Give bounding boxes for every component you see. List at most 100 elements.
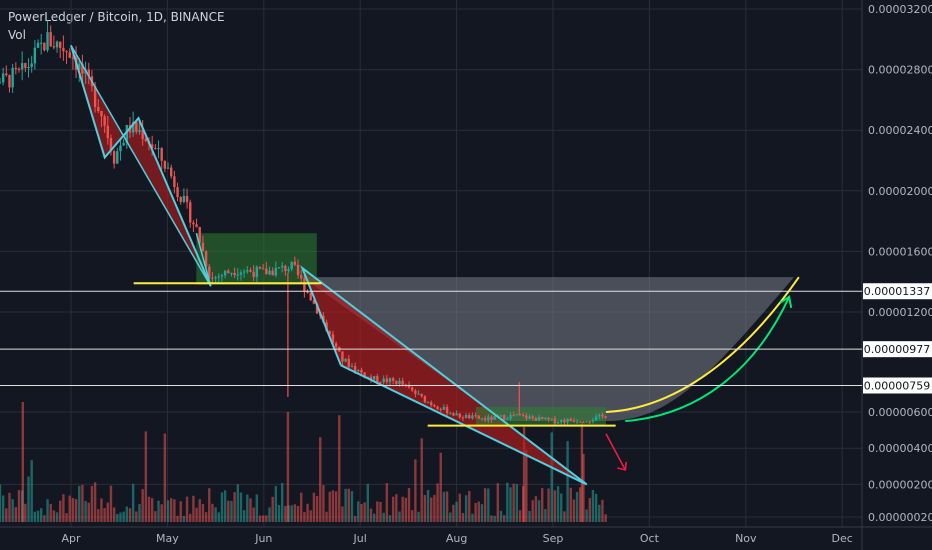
candle-body <box>534 418 538 421</box>
volume-bar <box>150 498 154 522</box>
volume-bar <box>290 505 293 522</box>
volume-bar <box>71 498 75 522</box>
volume-bar <box>30 460 33 522</box>
candle-body <box>59 41 62 48</box>
candle-body <box>411 387 414 391</box>
candle-body <box>515 414 519 416</box>
candle-body <box>68 52 71 58</box>
candle-body <box>103 116 106 126</box>
candle-body <box>176 187 179 197</box>
candle-body <box>274 267 278 276</box>
candle-body <box>423 396 427 403</box>
price-tick-label: 0.00002000 <box>868 185 932 198</box>
volume-bar <box>306 503 309 522</box>
volume-bar <box>480 504 484 522</box>
volume-bar <box>11 499 14 522</box>
candle-body <box>150 144 154 148</box>
candle-body <box>341 351 344 362</box>
time-axis[interactable]: Apr May Jun Jul Aug Sep Oct Nov Dec <box>0 526 932 545</box>
volume-spike-3 <box>580 422 584 522</box>
volume-bar <box>506 482 509 522</box>
candle-body <box>502 415 506 420</box>
candle-body <box>135 121 138 132</box>
candle-body <box>71 57 75 59</box>
candle-body <box>261 268 265 270</box>
volume-bar <box>220 492 224 522</box>
volume-bar <box>598 504 601 522</box>
candle-body <box>499 415 503 417</box>
candle-body <box>553 418 557 424</box>
level-tag-0: 0.00001337 <box>864 285 930 298</box>
volume-bar <box>65 513 68 522</box>
volume-bar <box>90 485 94 522</box>
candle-body <box>201 242 205 252</box>
volume-bar <box>5 508 8 522</box>
volume-bar <box>328 491 331 522</box>
candle-body <box>483 418 487 421</box>
volume-bar <box>404 497 408 522</box>
volume-bar <box>36 510 40 522</box>
volume-bar <box>182 515 186 522</box>
volume-bar <box>261 515 265 522</box>
candle-body <box>414 390 417 395</box>
candle-body <box>271 270 274 276</box>
volume-bar <box>93 482 97 522</box>
volume-bar <box>452 504 455 522</box>
candle-body <box>604 416 607 418</box>
candle-body <box>239 272 243 275</box>
candle-body <box>579 421 582 423</box>
candle-body <box>300 275 303 279</box>
volume-bar <box>601 499 604 522</box>
volume-bar <box>258 515 262 522</box>
volume-bar <box>325 511 328 522</box>
volume-bar <box>309 510 312 522</box>
price-tick-label: 0.00002400 <box>868 124 932 137</box>
volume-bar <box>68 495 71 522</box>
volume-bar <box>217 512 220 522</box>
price-tick-label: 0.00002800 <box>868 64 932 77</box>
candle-body <box>430 402 433 406</box>
volume-bar <box>274 485 278 522</box>
candle-body <box>575 421 579 423</box>
candle-body <box>100 111 103 117</box>
volume-bar <box>566 441 569 522</box>
volume-bar <box>239 492 243 522</box>
candle-body <box>227 270 230 274</box>
candle-body <box>376 376 379 383</box>
candle-body <box>506 418 509 420</box>
volume-bar <box>560 493 563 522</box>
price-axis[interactable]: 0.00003200 0.00002800 0.00002400 0.00002000… <box>868 3 932 524</box>
volume-bar <box>128 508 132 522</box>
candle-body <box>480 418 484 420</box>
volume-bar <box>271 496 274 522</box>
candle-body <box>363 372 366 378</box>
volume-bar <box>388 515 392 522</box>
candle-body <box>585 421 588 423</box>
volume-bar <box>347 488 350 522</box>
candle-body <box>417 393 420 395</box>
candle-body <box>173 176 176 188</box>
candle-body <box>490 416 493 420</box>
volume-bar <box>122 511 125 522</box>
candle-body <box>223 270 227 276</box>
candle-body <box>525 415 528 419</box>
candle-body <box>344 358 347 362</box>
volume-bar <box>192 495 195 522</box>
volume-bar <box>160 504 163 522</box>
volume-bar <box>572 499 576 522</box>
candle-body <box>93 86 97 108</box>
volume-bar <box>379 501 382 522</box>
price-tick-label: 0.00000400 <box>868 442 932 455</box>
volume-bar <box>157 500 160 522</box>
candle-body <box>426 402 430 404</box>
candle-body <box>268 270 271 275</box>
candle-body <box>594 416 598 421</box>
volume-bar <box>471 513 474 522</box>
candle-body <box>27 67 30 69</box>
volume-bar <box>420 438 423 522</box>
volume-bar <box>116 513 119 522</box>
volume-bar <box>563 511 566 522</box>
candle-body <box>366 376 370 378</box>
candle-body <box>160 148 163 161</box>
